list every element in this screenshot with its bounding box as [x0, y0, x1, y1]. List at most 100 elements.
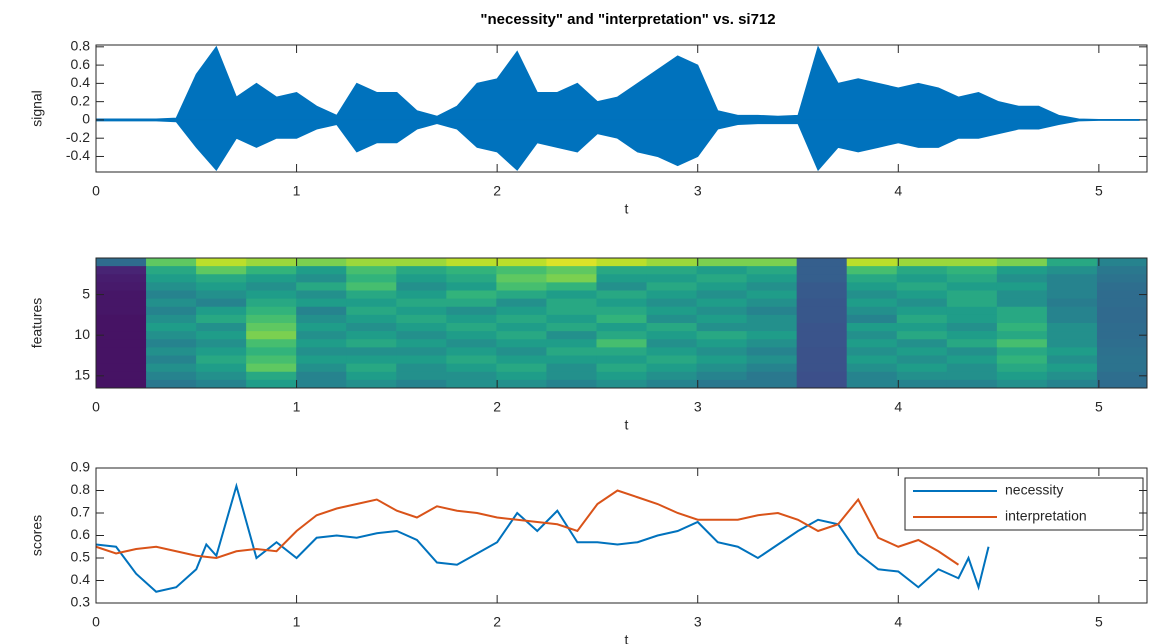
heatmap-cell	[996, 298, 1048, 308]
heatmap-cell	[296, 331, 347, 340]
heatmap-cell	[446, 339, 497, 348]
heatmap-cell	[796, 355, 848, 365]
heatmap-cell	[346, 363, 397, 373]
heatmap-cell	[596, 355, 648, 365]
heatmap-cell	[1046, 331, 1098, 340]
heatmap-cell	[946, 306, 998, 316]
y-tick-label: 0.8	[71, 481, 91, 497]
heatmap-cell	[246, 298, 297, 308]
heatmap-cell	[996, 274, 1048, 283]
heatmap-cell	[846, 274, 898, 283]
heatmap-cell	[546, 306, 597, 316]
x-tick-label: 0	[92, 399, 100, 415]
heatmap-cell	[346, 314, 397, 324]
heatmap-cell	[846, 266, 898, 275]
heatmap-cell	[896, 282, 948, 291]
x-axis-label: t	[625, 201, 629, 217]
heatmap-cell	[846, 355, 898, 365]
heatmap-cell	[996, 331, 1048, 340]
heatmap-cell	[746, 274, 798, 283]
y-tick-label: 15	[74, 367, 90, 383]
heatmap-cell	[446, 266, 497, 275]
heatmap-cell	[296, 306, 347, 316]
heatmap-cell	[146, 298, 197, 308]
heatmap-cell	[746, 323, 798, 332]
heatmap-cell	[496, 274, 547, 283]
heatmap-cell	[96, 274, 147, 283]
x-tick-label: 1	[293, 614, 301, 630]
heatmap-cell	[496, 355, 547, 365]
heatmap-cell	[546, 290, 597, 300]
heatmap-cell	[596, 290, 648, 300]
heatmap-cell	[96, 331, 147, 340]
heatmap-cell	[196, 298, 247, 308]
heatmap-cell	[246, 355, 297, 365]
y-tick-label: 0.8	[71, 38, 91, 54]
y-tick-label: 0.4	[71, 571, 91, 587]
heatmap-cell	[246, 379, 297, 389]
x-tick-label: 0	[92, 614, 100, 630]
heatmap-cell	[696, 379, 748, 389]
heatmap-cell	[546, 347, 597, 356]
heatmap-cell	[346, 379, 397, 389]
heatmap-cell	[1096, 371, 1148, 381]
heatmap-cell	[446, 258, 497, 267]
heatmap-cell	[696, 371, 748, 381]
heatmap-cell	[146, 355, 197, 365]
heatmap-cell	[596, 274, 648, 283]
heatmap-cell	[96, 282, 147, 291]
heatmap-cell	[196, 371, 247, 381]
heatmap-cell	[296, 323, 347, 332]
heatmap-cell	[96, 339, 147, 348]
heatmap-cell	[146, 363, 197, 373]
heatmap-cell	[196, 355, 247, 365]
heatmap-cell	[996, 282, 1048, 291]
x-tick-label: 2	[493, 399, 501, 415]
heatmap-cell	[396, 339, 447, 348]
heatmap-cell	[246, 266, 297, 275]
signal-envelope	[95, 45, 1140, 121]
heatmap-cell	[246, 339, 297, 348]
heatmap-cell	[296, 266, 347, 275]
heatmap-cell	[596, 379, 648, 389]
heatmap-cell	[196, 282, 247, 291]
heatmap-cell	[646, 290, 698, 300]
heatmap-cell	[446, 323, 497, 332]
heatmap-cell	[946, 331, 998, 340]
heatmap-cell	[346, 347, 397, 356]
heatmap-cell	[1096, 290, 1148, 300]
heatmap-cell	[1096, 331, 1148, 340]
heatmap-cell	[746, 371, 798, 381]
heatmap-cell	[546, 363, 597, 373]
heatmap-cell	[96, 314, 147, 324]
heatmap-cell	[1046, 347, 1098, 356]
heatmap-cell	[746, 266, 798, 275]
heatmap-cell	[396, 371, 447, 381]
heatmap-cell	[1046, 258, 1098, 267]
heatmap-cell	[1046, 266, 1098, 275]
heatmap-cell	[896, 314, 948, 324]
heatmap-cell	[446, 298, 497, 308]
heatmap-cell	[1096, 339, 1148, 348]
heatmap-cell	[946, 298, 998, 308]
heatmap-cell	[246, 258, 297, 267]
heatmap-cell	[446, 363, 497, 373]
heatmap-cell	[196, 314, 247, 324]
heatmap-cell	[146, 282, 197, 291]
heatmap-cell	[946, 290, 998, 300]
heatmap-cell	[246, 371, 297, 381]
y-tick-label: 10	[74, 326, 90, 342]
heatmap-cell	[646, 258, 698, 267]
heatmap-cell	[496, 298, 547, 308]
heatmap-cell	[696, 258, 748, 267]
heatmap-cell	[246, 290, 297, 300]
heatmap-cell	[446, 274, 497, 283]
heatmap-cell	[896, 258, 948, 267]
heatmap-cell	[996, 371, 1048, 381]
heatmap-cell	[246, 331, 297, 340]
heatmap-cell	[846, 339, 898, 348]
x-tick-label: 5	[1095, 399, 1103, 415]
heatmap-cell	[96, 298, 147, 308]
heatmap-cell	[596, 298, 648, 308]
heatmap-cell	[1046, 274, 1098, 283]
